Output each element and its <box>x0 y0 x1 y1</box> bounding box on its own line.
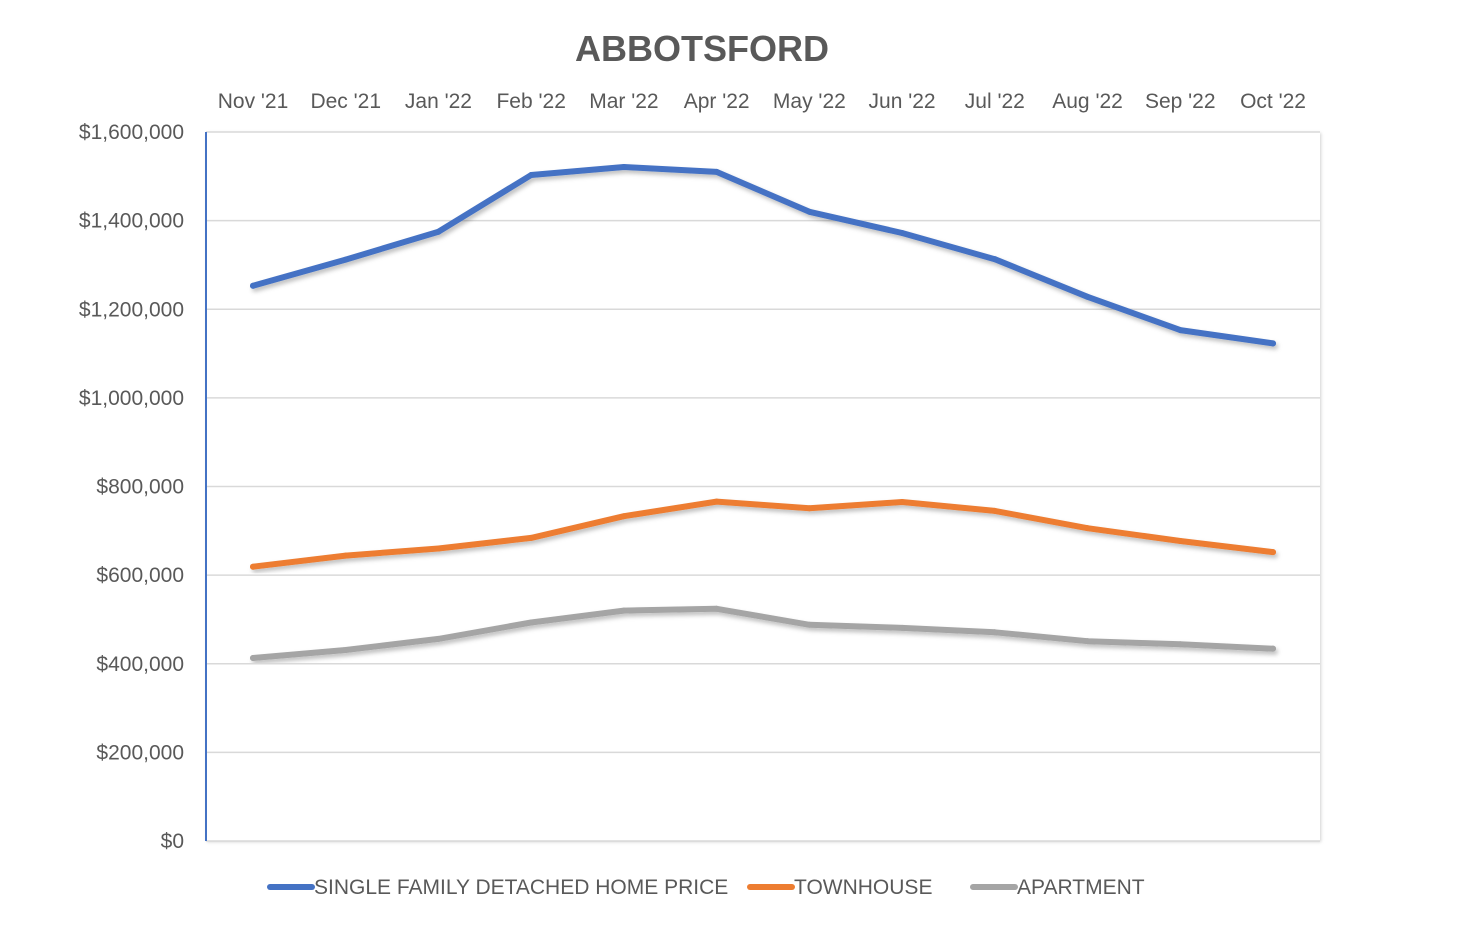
data-point <box>620 513 627 520</box>
data-point <box>250 563 256 570</box>
series-line-3 <box>250 605 1276 661</box>
y-tick-label: $400,000 <box>96 653 184 676</box>
data-point <box>528 171 535 178</box>
y-tick-label: $200,000 <box>96 741 184 764</box>
data-point <box>1270 645 1276 652</box>
data-point <box>806 208 813 215</box>
x-tick-label: Oct '22 <box>1240 90 1306 113</box>
data-point <box>899 230 906 237</box>
legend-label: APARTMENT <box>1017 876 1145 899</box>
data-point <box>713 498 720 505</box>
x-tick-label: Apr '22 <box>684 90 750 113</box>
data-point <box>899 624 906 631</box>
data-point <box>1177 641 1184 648</box>
y-tick-label: $1,600,000 <box>79 121 184 144</box>
data-point <box>1084 638 1091 645</box>
x-tick-label: Feb '22 <box>496 90 565 113</box>
x-tick-label: Dec '21 <box>310 90 381 113</box>
data-point <box>806 505 813 512</box>
x-tick-label: Mar '22 <box>589 90 658 113</box>
x-tick-label: Jul '22 <box>965 90 1025 113</box>
data-point <box>528 534 535 541</box>
legend: SINGLE FAMILY DETACHED HOME PRICE TOWNHOU… <box>267 876 1145 899</box>
x-tick-label: May '22 <box>773 90 846 113</box>
x-tick-label: Jan '22 <box>405 90 472 113</box>
data-point <box>713 168 720 175</box>
y-tick-label: $0 <box>161 830 184 853</box>
y-tick-label: $800,000 <box>96 476 184 499</box>
data-point <box>899 499 906 506</box>
x-tick-label: Jun '22 <box>869 90 936 113</box>
series-line-1 <box>250 164 1276 347</box>
data-point <box>620 164 627 171</box>
y-tick-label: $1,000,000 <box>79 387 184 410</box>
gridlines <box>206 131 1320 842</box>
data-point <box>1270 340 1276 347</box>
x-axis-tick-labels: Nov '21 Dec '21 Jan '22 Feb '22 Mar '22 Apr '… <box>218 90 1306 113</box>
data-point <box>1177 327 1184 334</box>
data-point <box>1177 538 1184 545</box>
data-point <box>1084 293 1091 300</box>
data-point <box>250 282 256 289</box>
data-point <box>250 654 256 661</box>
y-axis-tick-labels: $0 $200,000 $400,000 $600,000 $800,000 $1,000… <box>79 121 184 853</box>
data-point <box>435 228 442 235</box>
y-tick-label: $600,000 <box>96 564 184 587</box>
data-point <box>342 256 349 263</box>
data-point <box>435 635 442 642</box>
legend-label: TOWNHOUSE <box>794 876 932 899</box>
data-point <box>342 647 349 654</box>
data-point <box>620 607 627 614</box>
data-point <box>435 545 442 552</box>
data-point <box>713 605 720 612</box>
data-point <box>1270 549 1276 556</box>
data-point <box>991 256 998 263</box>
chart-title: ABBOTSFORD <box>575 28 829 69</box>
x-tick-label: Nov '21 <box>218 90 289 113</box>
data-point <box>991 629 998 636</box>
data-point <box>1084 525 1091 532</box>
x-tick-label: Sep '22 <box>1145 90 1216 113</box>
y-tick-label: $1,200,000 <box>79 298 184 321</box>
series-line-2 <box>250 498 1276 570</box>
data-point <box>806 621 813 628</box>
y-tick-label: $1,400,000 <box>79 210 184 233</box>
data-point <box>528 619 535 626</box>
legend-label: SINGLE FAMILY DETACHED HOME PRICE <box>314 876 728 899</box>
series-lines <box>250 164 1276 661</box>
data-point <box>991 507 998 514</box>
data-point <box>342 552 349 559</box>
x-tick-label: Aug '22 <box>1052 90 1123 113</box>
